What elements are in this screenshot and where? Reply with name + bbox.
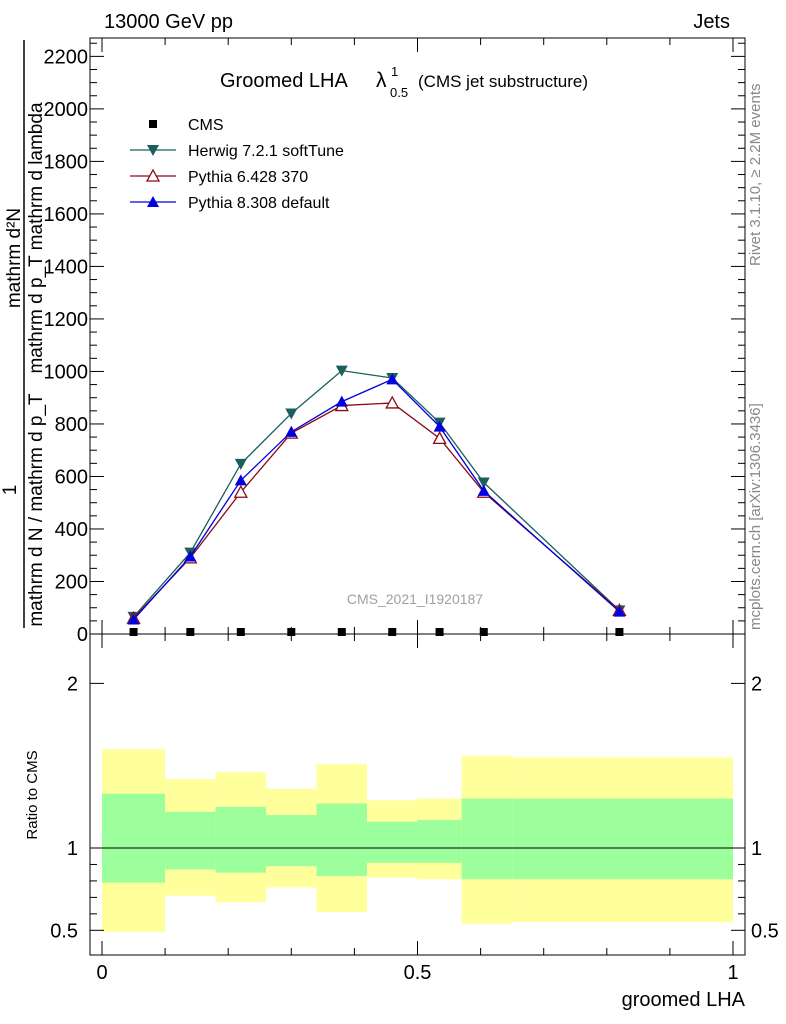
legend-label: Pythia 6.428 370 xyxy=(188,169,308,186)
uncertainty-band-inner xyxy=(461,798,513,880)
y-tick-label: 1800 xyxy=(44,151,89,173)
data-point xyxy=(335,365,348,377)
data-point xyxy=(335,395,348,407)
legend-marker xyxy=(147,196,159,207)
y-tick-label: 2000 xyxy=(44,99,89,121)
data-point xyxy=(285,408,298,420)
uncertainty-band-inner xyxy=(102,793,166,883)
y-tick-label: 800 xyxy=(55,414,88,436)
ratio-y-tick-label: 2 xyxy=(67,673,78,695)
ylabel-denominator: mathrm d p_T mathrm d lambda xyxy=(26,102,47,373)
legend-label: CMS xyxy=(188,117,224,134)
y-tick-label: 1000 xyxy=(44,361,89,383)
data-point xyxy=(386,373,399,385)
legend-entry: Pythia 6.428 370 xyxy=(130,168,308,186)
chart-title-symbol: λ xyxy=(376,69,387,92)
chart-title-sup: 1 xyxy=(391,64,398,79)
data-point xyxy=(613,605,626,617)
data-point xyxy=(435,628,444,636)
data-point xyxy=(127,613,140,625)
chart-title-main: Groomed LHA xyxy=(220,70,348,92)
data-point xyxy=(184,550,197,562)
legend: CMS Herwig 7.2.1 softTune Pythia 6.428 370… xyxy=(130,117,344,212)
header-energy-label: 13000 GeV pp xyxy=(104,11,233,33)
ylabel-prefix-numerator: 1 xyxy=(0,485,21,496)
y-tick-label: 2200 xyxy=(44,46,89,68)
y-tick-label: 200 xyxy=(55,571,88,593)
series-line xyxy=(133,402,620,619)
analysis-watermark: CMS_2021_I1920187 xyxy=(347,591,483,607)
data-point xyxy=(388,628,397,636)
data-point xyxy=(233,484,248,498)
legend-entry: Pythia 8.308 default xyxy=(130,195,330,212)
y-tick-label: 400 xyxy=(55,519,88,541)
rivet-label: Rivet 3.1.10, ≥ 2.2M events xyxy=(747,84,764,267)
legend-label: Pythia 8.308 default xyxy=(188,195,330,212)
uncertainty-band-inner xyxy=(367,821,418,863)
y-tick-label: 1400 xyxy=(44,256,89,278)
ratio-y-tick-label-right: 1 xyxy=(751,838,762,860)
series-line xyxy=(133,378,620,620)
ratio-y-tick-label-right: 2 xyxy=(751,673,762,695)
ratio-ylabel: Ratio to CMS xyxy=(24,750,41,839)
y-tick-label: 1200 xyxy=(44,309,89,331)
series-2 xyxy=(126,395,627,624)
uncertainty-band-inner xyxy=(316,803,368,876)
data-point xyxy=(479,628,488,636)
chart-title-suffix: (CMS jet substructure) xyxy=(418,72,588,91)
chart-title-sub: 0.5 xyxy=(390,85,408,100)
data-point xyxy=(234,474,247,486)
ratio-y-tick-label-right: 0.5 xyxy=(751,920,779,942)
x-axis-label: groomed LHA xyxy=(622,989,746,1011)
legend-label: Herwig 7.2.1 softTune xyxy=(188,143,344,160)
series-line xyxy=(133,369,620,618)
y-tick-label: 1600 xyxy=(44,204,89,226)
chart-title: Groomed LHA λ 1 0.5 (CMS jet substructur… xyxy=(220,64,588,100)
y-tick-label: 600 xyxy=(55,466,88,488)
x-tick-label: 0 xyxy=(96,962,107,984)
data-point xyxy=(433,420,446,432)
legend-entry: Herwig 7.2.1 softTune xyxy=(130,143,344,160)
data-point xyxy=(337,628,346,636)
main-ylabel: mathrm d²N mathrm d p_T mathrm d lambda … xyxy=(0,40,47,628)
mcplots-label: mcplots.cern.ch [arXiv:1306.3436] xyxy=(747,403,764,630)
x-tick-label: 0.5 xyxy=(404,962,432,984)
series-0 xyxy=(129,628,624,636)
legend-entry: CMS xyxy=(149,117,224,134)
legend-marker xyxy=(149,120,157,128)
data-point xyxy=(285,425,298,437)
uncertainty-band-inner xyxy=(215,806,267,873)
series-3 xyxy=(127,373,626,625)
ratio-y-tick-label: 1 xyxy=(67,838,78,860)
uncertainty-band-inner xyxy=(417,820,462,863)
data-point xyxy=(129,628,138,636)
data-point xyxy=(385,395,400,409)
ylabel-numerator: mathrm d²N xyxy=(4,208,25,308)
data-point xyxy=(236,628,245,636)
y-tick-label: 0 xyxy=(77,624,88,646)
uncertainty-band-inner xyxy=(165,811,216,870)
uncertainty-band-inner xyxy=(512,798,733,880)
legend-marker xyxy=(145,168,161,182)
data-point xyxy=(477,477,490,489)
data-point xyxy=(287,628,296,636)
ratio-y-tick-label: 0.5 xyxy=(50,920,78,942)
main-panel: 0 200 400 600 800 1000 1200 1400 1600 1800 2000 220… xyxy=(44,37,746,646)
ylabel-prefix-denominator: mathrm d N / mathrm d p_T xyxy=(26,393,47,627)
data-point xyxy=(234,458,247,470)
uncertainty-band-inner xyxy=(266,815,317,867)
data-point xyxy=(186,628,195,636)
legend-marker xyxy=(147,145,159,156)
data-point xyxy=(477,484,490,496)
x-tick-label: 1 xyxy=(727,962,738,984)
data-point xyxy=(432,431,447,445)
ratio-panel: 0.5 0.5 1 1 2 2 0 0.5 1 xyxy=(50,633,779,984)
header-jets-label: Jets xyxy=(693,11,730,33)
data-point xyxy=(615,628,624,636)
